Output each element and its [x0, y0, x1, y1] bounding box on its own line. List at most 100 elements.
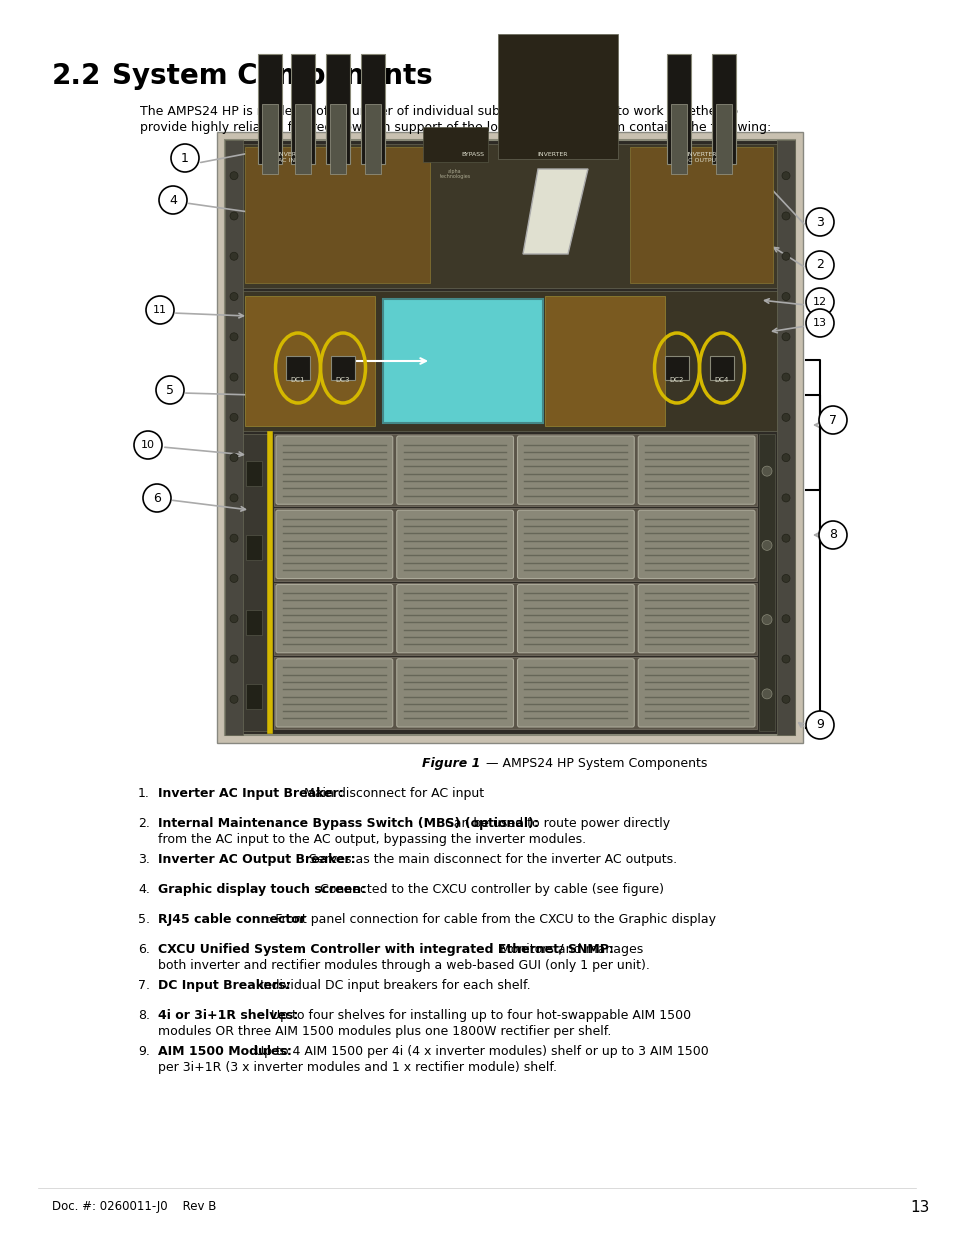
Circle shape: [230, 252, 237, 261]
Bar: [326, 54, 350, 164]
Circle shape: [230, 373, 237, 382]
Circle shape: [230, 332, 237, 341]
FancyBboxPatch shape: [517, 436, 634, 504]
Circle shape: [230, 212, 237, 220]
Bar: [274, 657, 757, 729]
Bar: [245, 296, 375, 426]
Text: 7: 7: [828, 414, 836, 426]
Circle shape: [818, 406, 846, 433]
Text: The AMPS24 HP is made up of a number of individual subsystems designed to work t: The AMPS24 HP is made up of a number of …: [140, 105, 738, 119]
Text: Figure 1: Figure 1: [421, 757, 479, 769]
Text: 8.: 8.: [138, 1009, 150, 1023]
Bar: [716, 104, 731, 174]
Text: DC1: DC1: [291, 377, 305, 383]
Bar: [670, 104, 686, 174]
Text: Inverter AC Input Breaker:: Inverter AC Input Breaker:: [158, 787, 343, 800]
Bar: [759, 433, 774, 731]
Bar: [225, 140, 794, 735]
FancyBboxPatch shape: [517, 510, 634, 578]
Circle shape: [781, 373, 789, 382]
Bar: [294, 104, 311, 174]
Text: DC3: DC3: [335, 377, 350, 383]
Circle shape: [230, 293, 237, 300]
Text: modules OR three AIM 1500 modules plus one 1800W rectifier per shelf.: modules OR three AIM 1500 modules plus o…: [158, 1025, 611, 1037]
FancyBboxPatch shape: [275, 510, 393, 578]
Bar: [544, 296, 664, 426]
Text: 6: 6: [152, 492, 161, 505]
Bar: [286, 356, 310, 380]
FancyBboxPatch shape: [638, 584, 754, 653]
Circle shape: [781, 414, 789, 421]
Text: INVERTER: INVERTER: [537, 152, 568, 157]
Bar: [243, 433, 268, 731]
Circle shape: [230, 414, 237, 421]
Circle shape: [761, 615, 771, 625]
FancyBboxPatch shape: [638, 510, 754, 578]
Text: 5.: 5.: [138, 913, 150, 926]
FancyBboxPatch shape: [517, 658, 634, 727]
Text: 3: 3: [815, 215, 823, 228]
Text: 1.: 1.: [138, 787, 150, 800]
Circle shape: [781, 453, 789, 462]
Text: INVERTER
AC INPUT: INVERTER AC INPUT: [277, 152, 308, 163]
Bar: [246, 684, 262, 709]
Text: 12: 12: [812, 296, 826, 308]
Text: Doc. #: 0260011-J0    Rev B: Doc. #: 0260011-J0 Rev B: [52, 1200, 216, 1213]
Circle shape: [761, 466, 771, 477]
Circle shape: [805, 207, 833, 236]
Bar: [246, 610, 262, 635]
Circle shape: [133, 431, 162, 459]
Circle shape: [171, 144, 199, 172]
Bar: [257, 54, 282, 164]
Bar: [245, 147, 430, 283]
Text: 9.: 9.: [138, 1045, 150, 1058]
Text: 4.: 4.: [138, 883, 150, 897]
Circle shape: [781, 655, 789, 663]
Text: per 3i+1R (3 x inverter modules and 1 x rectifier module) shelf.: per 3i+1R (3 x inverter modules and 1 x …: [158, 1061, 557, 1074]
Circle shape: [230, 574, 237, 583]
Bar: [274, 433, 757, 506]
Circle shape: [805, 288, 833, 316]
Circle shape: [230, 695, 237, 703]
Text: Main disconnect for AC input: Main disconnect for AC input: [299, 787, 483, 800]
Bar: [664, 356, 688, 380]
Bar: [331, 356, 355, 380]
Text: System Components: System Components: [112, 62, 433, 90]
Circle shape: [230, 655, 237, 663]
Text: RJ45 cable connector: RJ45 cable connector: [158, 913, 306, 926]
Text: DC Input Breakers:: DC Input Breakers:: [158, 979, 291, 992]
FancyBboxPatch shape: [396, 584, 513, 653]
Bar: [274, 583, 757, 655]
Bar: [360, 54, 385, 164]
Polygon shape: [522, 169, 587, 254]
Text: Connected to the CXCU controller by cable (see figure): Connected to the CXCU controller by cabl…: [315, 883, 663, 897]
Text: 11: 11: [152, 305, 167, 315]
Circle shape: [761, 689, 771, 699]
Text: both inverter and rectifier modules through a web-based GUI (only 1 per unit).: both inverter and rectifier modules thro…: [158, 960, 649, 972]
Circle shape: [781, 172, 789, 180]
Bar: [497, 35, 618, 159]
Text: from the AC input to the AC output, bypassing the inverter modules.: from the AC input to the AC output, bypa…: [158, 832, 585, 846]
Bar: [291, 54, 314, 164]
Text: DC4: DC4: [714, 377, 728, 383]
Text: 10: 10: [141, 440, 154, 450]
Text: 1: 1: [181, 152, 189, 164]
Circle shape: [781, 252, 789, 261]
Circle shape: [805, 711, 833, 739]
Text: — AMPS24 HP System Components: — AMPS24 HP System Components: [481, 757, 706, 769]
Bar: [711, 54, 735, 164]
Bar: [776, 140, 794, 735]
Text: 4: 4: [169, 194, 176, 206]
Circle shape: [818, 521, 846, 550]
Bar: [422, 127, 488, 162]
Circle shape: [781, 293, 789, 300]
Bar: [629, 147, 772, 283]
Text: 2.2: 2.2: [52, 62, 101, 90]
Circle shape: [230, 535, 237, 542]
Text: BYPASS: BYPASS: [461, 152, 484, 157]
Circle shape: [781, 494, 789, 501]
FancyBboxPatch shape: [275, 436, 393, 504]
FancyBboxPatch shape: [517, 584, 634, 653]
Text: AIM 1500 Modules:: AIM 1500 Modules:: [158, 1045, 292, 1058]
FancyBboxPatch shape: [638, 658, 754, 727]
